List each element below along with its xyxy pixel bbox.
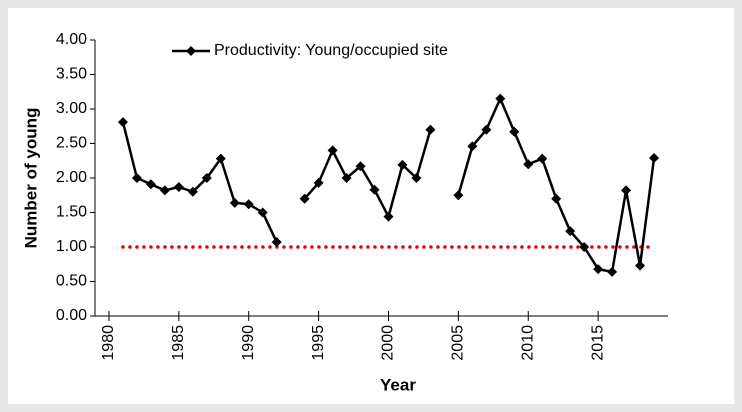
marker: [425, 124, 436, 135]
marker: [187, 186, 198, 197]
y-tick-label: 4.00: [56, 31, 87, 48]
y-tick-label: 2.00: [56, 169, 87, 186]
marker: [411, 173, 422, 183]
marker: [243, 199, 254, 210]
marker: [131, 173, 142, 183]
marker: [635, 260, 646, 271]
x-tick-label: 2015: [589, 325, 606, 361]
marker: [327, 145, 338, 156]
marker: [173, 181, 184, 192]
marker: [271, 237, 282, 248]
marker: [481, 124, 492, 135]
y-tick-label: 0.00: [56, 307, 87, 324]
marker: [649, 152, 660, 163]
marker: [159, 185, 170, 196]
marker: [369, 184, 380, 195]
marker: [257, 207, 268, 218]
legend-marker: [186, 46, 196, 56]
marker: [579, 242, 590, 252]
x-tick-label: 2010: [519, 325, 536, 361]
marker: [607, 266, 618, 277]
legend-label: Productivity: Young/occupied site: [214, 42, 448, 59]
y-tick-label: 1.50: [56, 204, 87, 221]
x-tick-label: 2000: [380, 325, 397, 361]
marker: [397, 159, 408, 170]
marker: [467, 141, 478, 152]
marker: [453, 190, 464, 201]
marker: [565, 226, 576, 237]
marker: [229, 197, 240, 208]
marker: [495, 93, 506, 104]
x-tick-label: 1995: [310, 325, 327, 361]
marker: [117, 117, 128, 128]
y-tick-label: 2.50: [56, 135, 87, 152]
marker: [299, 193, 310, 204]
marker: [593, 264, 604, 275]
x-tick-label: 1980: [100, 325, 117, 361]
y-tick-label: 1.00: [56, 238, 87, 255]
marker: [523, 159, 534, 170]
marker: [201, 173, 212, 183]
x-axis-title: Year: [380, 375, 416, 394]
x-tick-label: 1985: [170, 325, 187, 361]
panel: [8, 8, 734, 404]
marker: [509, 126, 520, 137]
x-tick-label: 1990: [240, 325, 257, 361]
x-tick-label: 2005: [450, 325, 467, 361]
marker: [551, 193, 562, 204]
y-tick-label: 3.00: [56, 100, 87, 117]
marker: [621, 185, 632, 196]
marker: [341, 173, 352, 183]
marker: [383, 211, 394, 222]
y-tick-label: 3.50: [56, 66, 87, 83]
marker: [313, 177, 324, 188]
marker: [215, 153, 226, 164]
y-tick-label: 0.50: [56, 273, 87, 290]
y-axis-title: Number of young: [21, 108, 40, 249]
marker: [355, 161, 366, 172]
marker: [145, 179, 156, 190]
marker: [537, 153, 548, 164]
